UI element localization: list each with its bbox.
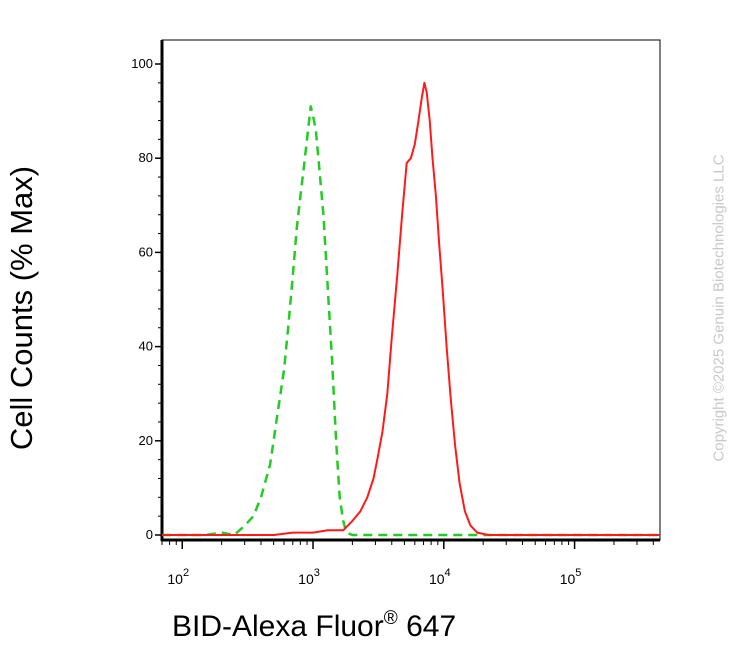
y-tick-label: 20 — [139, 433, 153, 448]
histogram-series — [162, 81, 660, 537]
y-tick-label: 0 — [146, 527, 153, 542]
x-axis-title-suffix: 647 — [397, 610, 457, 643]
y-tick-label: 60 — [139, 244, 153, 259]
y-tick-label: 80 — [139, 150, 153, 165]
x-tick-label: 105 — [560, 567, 582, 587]
series-line-2 — [162, 81, 660, 536]
y-axis: 0 20 40 60 80 100 — [131, 56, 162, 542]
registered-mark: ® — [383, 608, 398, 629]
y-tick-label: 40 — [139, 339, 153, 354]
x-tick-label: 102 — [167, 567, 189, 587]
y-axis-title: Cell Counts (% Max) — [4, 165, 39, 451]
x-axis-title-main: BID-Alexa Fluor — [172, 610, 384, 643]
x-tick-label: 103 — [298, 567, 320, 587]
plot-frame — [161, 39, 661, 541]
series-line-1 — [162, 105, 660, 537]
x-tick-label: 104 — [429, 567, 451, 587]
x-axis-title: BID-Alexa Fluor® 647 — [172, 608, 457, 644]
copyright-watermark: Copyright ©2025 Genuin Biotechnologies L… — [710, 154, 728, 462]
x-axis: 102 103 104 105 — [161, 540, 654, 587]
y-tick-label: 100 — [131, 56, 153, 71]
